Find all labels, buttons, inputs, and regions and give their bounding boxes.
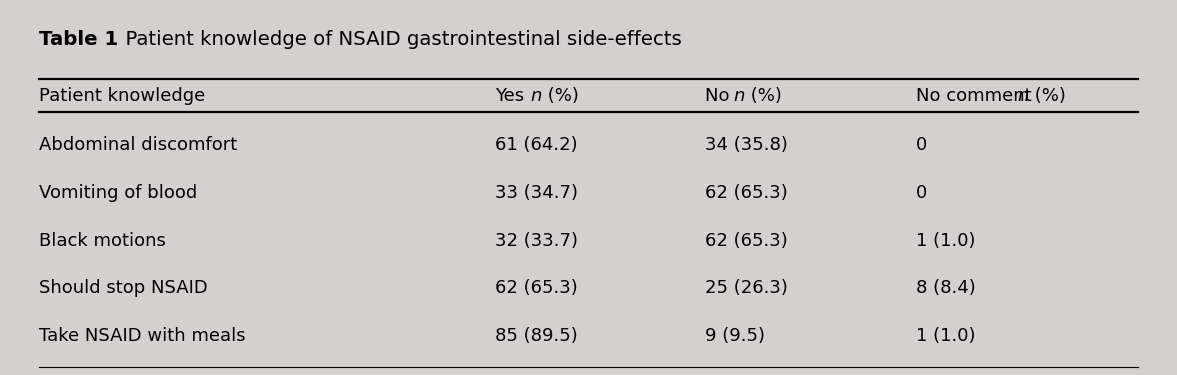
Text: (%): (%) <box>541 87 579 105</box>
Text: Patient knowledge of NSAID gastrointestinal side-effects: Patient knowledge of NSAID gastrointesti… <box>113 30 681 49</box>
Text: 9 (9.5): 9 (9.5) <box>705 327 765 345</box>
Text: 85 (89.5): 85 (89.5) <box>496 327 578 345</box>
Text: (%): (%) <box>745 87 782 105</box>
Text: n: n <box>530 87 541 105</box>
Text: n: n <box>1017 87 1029 105</box>
Text: 62 (65.3): 62 (65.3) <box>705 232 789 250</box>
Text: Black motions: Black motions <box>39 232 166 250</box>
Text: 34 (35.8): 34 (35.8) <box>705 136 789 154</box>
Text: (%): (%) <box>1029 87 1066 105</box>
Text: Vomiting of blood: Vomiting of blood <box>39 184 198 202</box>
Text: Take NSAID with meals: Take NSAID with meals <box>39 327 246 345</box>
Text: 0: 0 <box>916 184 927 202</box>
Text: No: No <box>705 87 736 105</box>
Text: n: n <box>733 87 745 105</box>
Text: 1 (1.0): 1 (1.0) <box>916 327 976 345</box>
Text: 32 (33.7): 32 (33.7) <box>496 232 578 250</box>
Text: Abdominal discomfort: Abdominal discomfort <box>39 136 238 154</box>
Text: 62 (65.3): 62 (65.3) <box>705 184 789 202</box>
Text: 61 (64.2): 61 (64.2) <box>496 136 578 154</box>
Text: 33 (34.7): 33 (34.7) <box>496 184 578 202</box>
Text: 62 (65.3): 62 (65.3) <box>496 279 578 297</box>
Text: Table 1: Table 1 <box>39 30 119 49</box>
Text: 25 (26.3): 25 (26.3) <box>705 279 789 297</box>
Text: Yes: Yes <box>496 87 530 105</box>
Text: 1 (1.0): 1 (1.0) <box>916 232 976 250</box>
Text: Patient knowledge: Patient knowledge <box>39 87 206 105</box>
Text: 0: 0 <box>916 136 927 154</box>
Text: Should stop NSAID: Should stop NSAID <box>39 279 208 297</box>
Text: 8 (8.4): 8 (8.4) <box>916 279 976 297</box>
Text: No comment: No comment <box>916 87 1037 105</box>
